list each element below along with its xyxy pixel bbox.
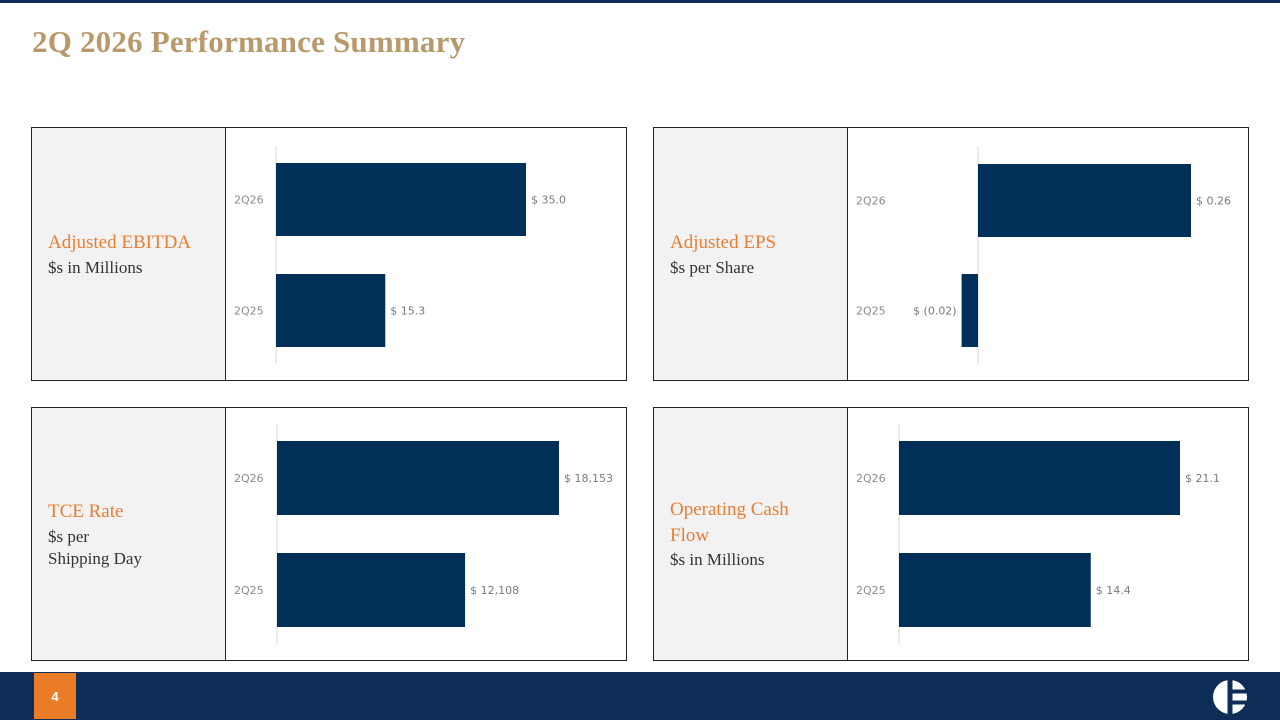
category-label: 2Q25 bbox=[234, 584, 264, 597]
category-label: 2Q26 bbox=[856, 195, 886, 208]
metric-title: Adjusted EBITDA bbox=[48, 232, 192, 253]
bar-2q26 bbox=[276, 163, 526, 236]
panel-label-box: TCE Rate $s per Shipping Day bbox=[32, 408, 226, 660]
category-label: 2Q26 bbox=[856, 472, 886, 485]
metric-title: Adjusted EPS bbox=[670, 232, 777, 253]
data-label: $ 35.0 bbox=[531, 194, 566, 207]
data-label: $ 18,153 bbox=[564, 472, 613, 485]
bar-2q25 bbox=[276, 274, 386, 347]
metric-subtitle: $s per Share bbox=[670, 258, 755, 277]
category-label: 2Q25 bbox=[856, 305, 886, 318]
top-rule bbox=[0, 0, 1280, 3]
bar-2q25 bbox=[899, 553, 1091, 627]
panel-tce-rate: TCE Rate $s per Shipping Day 2Q26 $ 18,15… bbox=[31, 407, 627, 661]
page-title: 2Q 2026 Performance Summary bbox=[32, 24, 466, 59]
category-label: 2Q26 bbox=[234, 194, 264, 207]
page-number: 4 bbox=[34, 673, 76, 719]
panel-operating-cash-flow: Operating Cash Flow $s in Millions 2Q26 $… bbox=[653, 407, 1249, 661]
metric-subtitle: $s per Shipping Day bbox=[48, 527, 142, 568]
data-label: $ 14.4 bbox=[1096, 584, 1131, 597]
bar-2q25 bbox=[961, 274, 978, 347]
panel-label-box: Operating Cash Flow $s in Millions bbox=[654, 408, 848, 660]
bar-chart-adjusted-eps: 2Q26 $ 0.26 2Q25 $ (0.02) bbox=[856, 146, 1231, 364]
bar-2q26 bbox=[978, 164, 1191, 237]
category-label: 2Q26 bbox=[234, 472, 264, 485]
metric-subtitle: $s in Millions bbox=[48, 258, 143, 277]
data-label: $ 15.3 bbox=[390, 305, 425, 318]
metric-title: Operating Cash Flow bbox=[670, 499, 789, 546]
category-label: 2Q25 bbox=[234, 305, 264, 318]
panel-label-box: Adjusted EBITDA $s in Millions bbox=[32, 128, 226, 380]
data-label: $ 0.26 bbox=[1196, 195, 1231, 208]
bar-2q26 bbox=[899, 441, 1180, 515]
bar-2q25 bbox=[277, 553, 466, 627]
data-label: $ (0.02) bbox=[913, 305, 957, 318]
panel-adjusted-eps: Adjusted EPS $s per Share 2Q26 $ 0.26 2Q25… bbox=[653, 127, 1249, 381]
panel-label-box: Adjusted EPS $s per Share bbox=[654, 128, 848, 380]
data-label: $ 21.1 bbox=[1185, 472, 1220, 485]
bar-chart-operating-cash-flow: 2Q26 $ 21.1 2Q25 $ 14.4 bbox=[856, 424, 1220, 644]
data-label: $ 12,108 bbox=[470, 584, 519, 597]
bar-chart-adjusted-ebitda: 2Q26 $ 35.0 2Q25 $ 15.3 bbox=[234, 146, 566, 364]
footer-bar bbox=[0, 672, 1280, 720]
metric-subtitle: $s in Millions bbox=[670, 550, 765, 569]
bar-2q26 bbox=[277, 441, 559, 515]
metric-title: TCE Rate bbox=[48, 501, 124, 522]
panel-adjusted-ebitda: Adjusted EBITDA $s in Millions 2Q26 $ 35.… bbox=[31, 127, 627, 381]
company-logo-icon bbox=[1213, 679, 1248, 715]
bar-chart-tce-rate: 2Q26 $ 18,153 2Q25 $ 12,108 bbox=[234, 424, 613, 644]
category-label: 2Q25 bbox=[856, 584, 886, 597]
